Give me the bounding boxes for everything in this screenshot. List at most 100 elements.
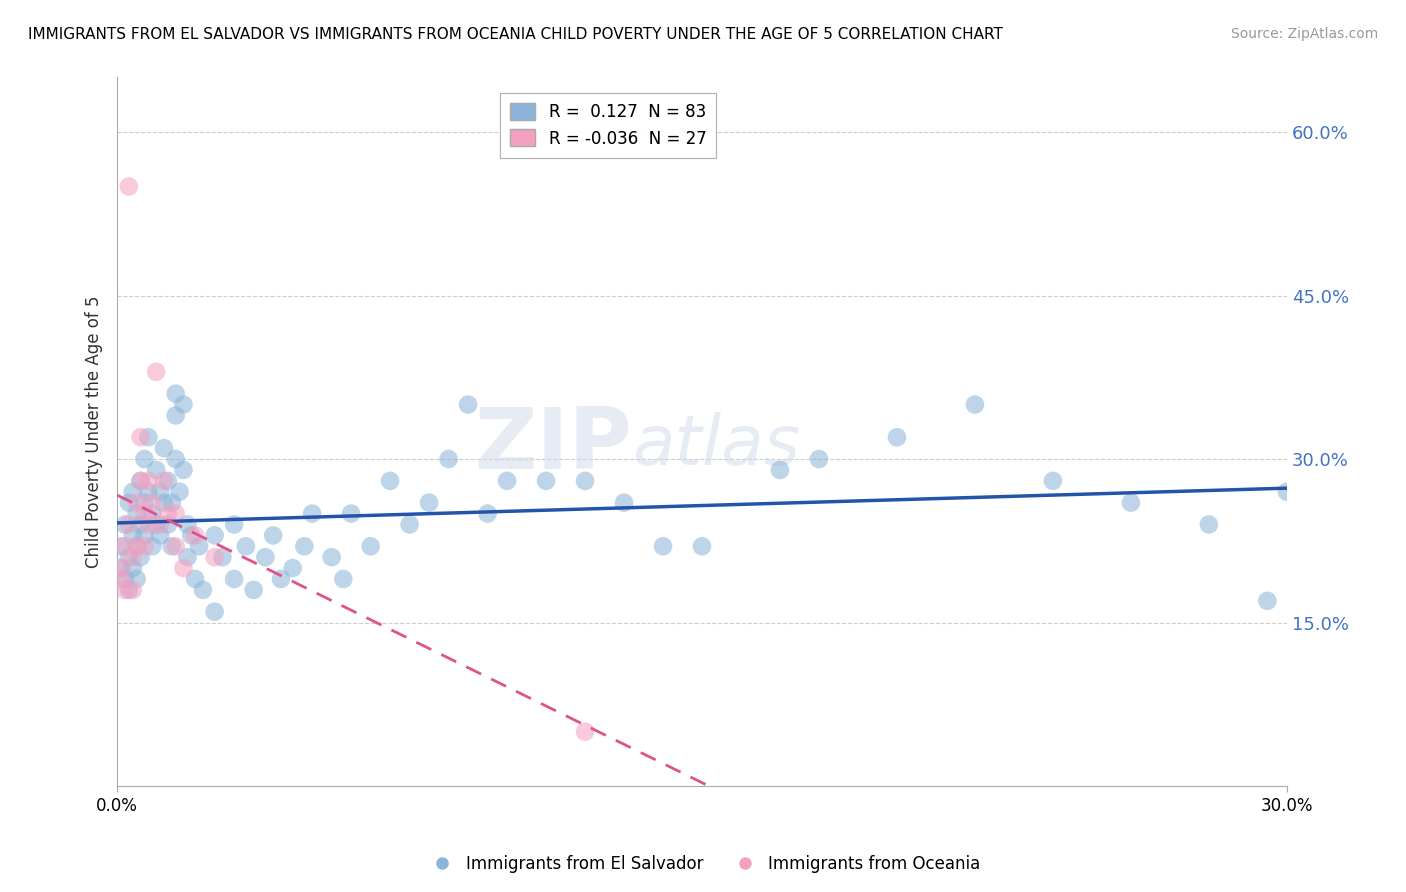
Point (149, 528, 172, 542)
Point (153, 496, 176, 510)
Point (110, 539, 132, 553)
Point (134, 452, 156, 467)
Point (138, 474, 160, 488)
Point (242, 582, 264, 597)
Point (477, 507, 499, 521)
Point (176, 517, 198, 532)
Point (534, 474, 557, 488)
Point (138, 484, 160, 499)
Point (125, 496, 148, 510)
Point (121, 561, 143, 575)
Point (153, 474, 176, 488)
Point (169, 484, 191, 499)
Point (1198, 517, 1220, 532)
Point (145, 517, 167, 532)
Point (613, 496, 636, 510)
Point (292, 539, 315, 553)
Point (332, 572, 354, 586)
Point (125, 539, 148, 553)
Point (270, 572, 292, 586)
Point (145, 463, 167, 477)
Point (121, 484, 143, 499)
Text: atlas: atlas (631, 412, 800, 480)
Point (172, 561, 194, 575)
Point (254, 550, 277, 565)
Point (496, 474, 519, 488)
Point (262, 528, 284, 542)
Point (121, 582, 143, 597)
Point (769, 463, 792, 477)
Point (141, 496, 163, 510)
Point (160, 496, 183, 510)
Text: ZIP: ZIP (474, 404, 631, 487)
Point (138, 430, 160, 444)
Point (418, 496, 440, 510)
Point (1042, 474, 1064, 488)
Point (1119, 496, 1142, 510)
Point (129, 430, 152, 444)
Point (574, 474, 596, 488)
Point (204, 550, 226, 565)
Point (574, 724, 596, 739)
Point (114, 572, 136, 586)
Point (156, 517, 179, 532)
Point (149, 484, 172, 499)
Point (224, 572, 246, 586)
Point (156, 507, 179, 521)
Point (125, 572, 148, 586)
Point (118, 517, 141, 532)
Text: IMMIGRANTS FROM EL SALVADOR VS IMMIGRANTS FROM OCEANIA CHILD POVERTY UNDER THE A: IMMIGRANTS FROM EL SALVADOR VS IMMIGRANT… (28, 27, 1002, 42)
Point (172, 398, 194, 412)
Point (118, 582, 141, 597)
Point (138, 517, 160, 532)
Point (886, 430, 908, 444)
Point (145, 365, 167, 379)
Point (180, 528, 202, 542)
Point (129, 474, 152, 488)
Point (690, 539, 713, 553)
Point (141, 539, 163, 553)
Point (160, 539, 183, 553)
Point (1256, 594, 1278, 608)
Point (134, 496, 156, 510)
Point (211, 550, 233, 565)
Point (114, 539, 136, 553)
Point (125, 539, 148, 553)
Point (360, 539, 382, 553)
Point (134, 507, 156, 521)
Point (118, 496, 141, 510)
Point (807, 452, 830, 467)
Point (457, 398, 479, 412)
Point (129, 474, 152, 488)
Point (172, 463, 194, 477)
Point (118, 550, 141, 565)
Point (184, 572, 207, 586)
Point (156, 474, 179, 488)
Point (378, 474, 401, 488)
Point (165, 539, 187, 553)
Point (110, 561, 132, 575)
Point (114, 582, 136, 597)
Point (321, 550, 343, 565)
Point (398, 517, 420, 532)
Point (184, 528, 207, 542)
Point (165, 409, 187, 423)
Point (235, 539, 257, 553)
Point (224, 517, 246, 532)
Point (437, 452, 460, 467)
Point (165, 386, 187, 401)
Point (134, 528, 156, 542)
Point (110, 561, 132, 575)
Text: Source: ZipAtlas.com: Source: ZipAtlas.com (1230, 27, 1378, 41)
Point (176, 550, 198, 565)
Point (121, 528, 143, 542)
Point (652, 539, 675, 553)
Point (121, 550, 143, 565)
Point (340, 507, 363, 521)
Point (129, 550, 152, 565)
Point (129, 517, 152, 532)
Point (165, 507, 187, 521)
Point (149, 517, 172, 532)
Point (114, 517, 136, 532)
Point (165, 452, 187, 467)
